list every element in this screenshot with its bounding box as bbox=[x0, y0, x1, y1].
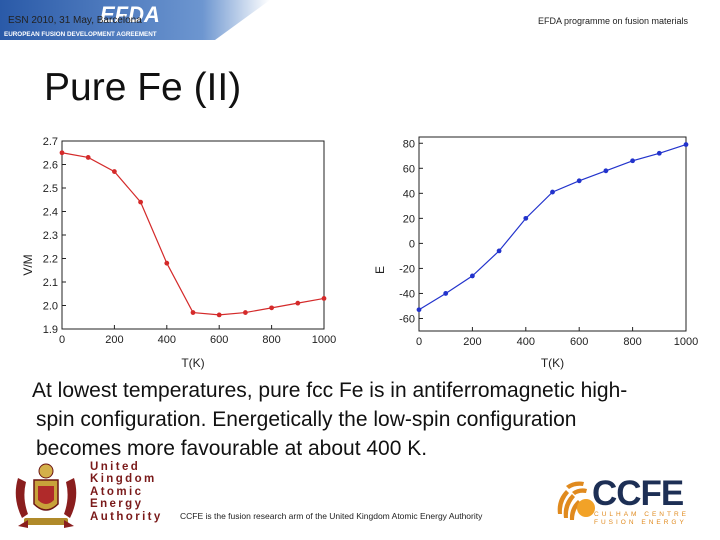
ccfe-subtitle: CULHAM CENTRE FUSION ENERGY bbox=[594, 511, 689, 527]
ukaea-line: Kingdom bbox=[90, 473, 157, 486]
x-tick-label: 0 bbox=[59, 334, 65, 346]
data-point bbox=[603, 168, 609, 174]
chart-series bbox=[416, 142, 689, 313]
data-point bbox=[243, 310, 248, 315]
x-tick-label: 1000 bbox=[674, 336, 698, 348]
header-programme: EFDA programme on fusion materials bbox=[537, 16, 688, 26]
data-point bbox=[216, 312, 222, 318]
x-axis-label: T(K) bbox=[181, 356, 204, 370]
x-tick-label: 200 bbox=[463, 336, 481, 348]
data-point bbox=[470, 273, 475, 279]
data-point bbox=[138, 199, 143, 205]
data-point bbox=[164, 260, 170, 266]
y-tick-label: 1.9 bbox=[43, 324, 58, 336]
data-point bbox=[85, 155, 91, 160]
chart-axes bbox=[61, 140, 325, 330]
x-tick-label: 200 bbox=[105, 334, 123, 346]
ccfe-sub-line: CULHAM CENTRE bbox=[594, 511, 689, 518]
y-tick-label: 2.6 bbox=[43, 160, 58, 172]
y-axis-label: V/M bbox=[21, 254, 35, 275]
data-point bbox=[269, 305, 274, 311]
efda-banner: EFDA EUROPEAN FUSION DEVELOPMENT AGREEME… bbox=[0, 0, 270, 40]
x-tick-label: 800 bbox=[262, 334, 280, 346]
series-line bbox=[418, 143, 687, 311]
y-tick-label: -60 bbox=[399, 313, 415, 325]
data-point bbox=[321, 296, 327, 301]
data-point bbox=[496, 248, 502, 254]
ukaea-line: United bbox=[90, 461, 141, 473]
data-point bbox=[550, 189, 555, 195]
ukaea-wordmark: United Kingdom Atomic Energy Authority bbox=[90, 461, 163, 523]
y-tick-label: 20 bbox=[403, 213, 415, 225]
efda-subtitle: EUROPEAN FUSION DEVELOPMENT AGREEMENT bbox=[4, 31, 157, 38]
plot-frame bbox=[61, 140, 325, 330]
ccfe-wordmark: CCFE bbox=[592, 474, 684, 513]
y-axis-label: E bbox=[373, 266, 387, 274]
x-tick-label: 400 bbox=[517, 336, 535, 348]
chart-tick-labels: 0 200 400 600 800 1000 1.9 2.0 2.1 2.2 2.3 2.4 2.5 2.… bbox=[43, 136, 337, 346]
x-tick-label: 1000 bbox=[312, 334, 336, 346]
y-tick-label: 0 bbox=[409, 238, 415, 250]
ukaea-line: Energy bbox=[90, 498, 144, 511]
y-tick-label: 2.3 bbox=[43, 230, 58, 242]
y-tick-label: -40 bbox=[399, 288, 415, 300]
data-point bbox=[112, 169, 117, 174]
ukaea-line: Authority bbox=[90, 510, 163, 523]
x-tick-label: 600 bbox=[210, 334, 228, 346]
data-point bbox=[683, 142, 689, 147]
y-tick-label: 80 bbox=[403, 138, 415, 150]
ukaea-line: Atomic bbox=[90, 485, 144, 498]
slide-title: Pure Fe (II) bbox=[44, 66, 242, 109]
ccfe-sun-icon bbox=[557, 481, 595, 520]
efda-logo-text: EFDA bbox=[100, 2, 160, 27]
data-point bbox=[576, 178, 582, 184]
y-tick-label: 2.5 bbox=[43, 183, 58, 195]
chart-axes bbox=[418, 136, 687, 332]
x-tick-label: 0 bbox=[416, 336, 422, 348]
x-tick-label: 800 bbox=[623, 336, 641, 348]
y-tick-label: 40 bbox=[403, 188, 415, 200]
body-line: spin configuration. Energetically the lo… bbox=[36, 408, 577, 431]
data-point bbox=[443, 291, 449, 296]
series-line bbox=[61, 152, 325, 316]
data-point bbox=[416, 307, 422, 313]
body-text: At lowest temperatures, pure fcc Fe is i… bbox=[32, 376, 720, 463]
y-tick-label: 2.4 bbox=[43, 207, 58, 219]
chart-lattice-parameter: 0 200 400 600 800 1000 1.9 2.0 2.1 2.2 2.3 2.4 2.5 2.… bbox=[21, 136, 337, 370]
y-tick-label: 60 bbox=[403, 163, 415, 175]
header-event: ESN 2010, 31 May, Barcelona bbox=[8, 15, 142, 26]
x-tick-label: 400 bbox=[158, 334, 176, 346]
y-tick-label: 2.0 bbox=[43, 301, 58, 313]
body-line: becomes more favourable at about 400 K. bbox=[36, 437, 428, 460]
chart-tick-labels: 0 200 400 600 800 1000 -60 -40 -20 0 20 40 60 80 bbox=[399, 138, 698, 348]
x-tick-label: 600 bbox=[570, 336, 588, 348]
data-point bbox=[295, 300, 301, 306]
y-tick-label: 2.1 bbox=[43, 277, 58, 289]
data-point bbox=[630, 158, 635, 164]
data-point bbox=[190, 310, 196, 315]
y-tick-label: 2.7 bbox=[43, 136, 58, 148]
body-line: At lowest temperatures, pure fcc Fe is i… bbox=[32, 379, 628, 402]
data-point bbox=[656, 150, 662, 156]
chart-energy: 0 200 400 600 800 1000 -60 -40 -20 0 20 40 60 80 T(K)… bbox=[373, 136, 698, 370]
data-point bbox=[59, 150, 65, 156]
y-tick-label: 2.2 bbox=[43, 254, 58, 266]
plot-frame bbox=[418, 136, 687, 332]
footer-text: CCFE is the fusion research arm of the U… bbox=[180, 511, 483, 521]
data-point bbox=[523, 215, 529, 221]
x-axis-label: T(K) bbox=[541, 356, 564, 370]
ukaea-crest-icon bbox=[15, 463, 77, 528]
y-tick-label: -20 bbox=[399, 263, 415, 275]
chart-series bbox=[59, 150, 327, 318]
ccfe-sub-line: FUSION ENERGY bbox=[594, 519, 687, 526]
